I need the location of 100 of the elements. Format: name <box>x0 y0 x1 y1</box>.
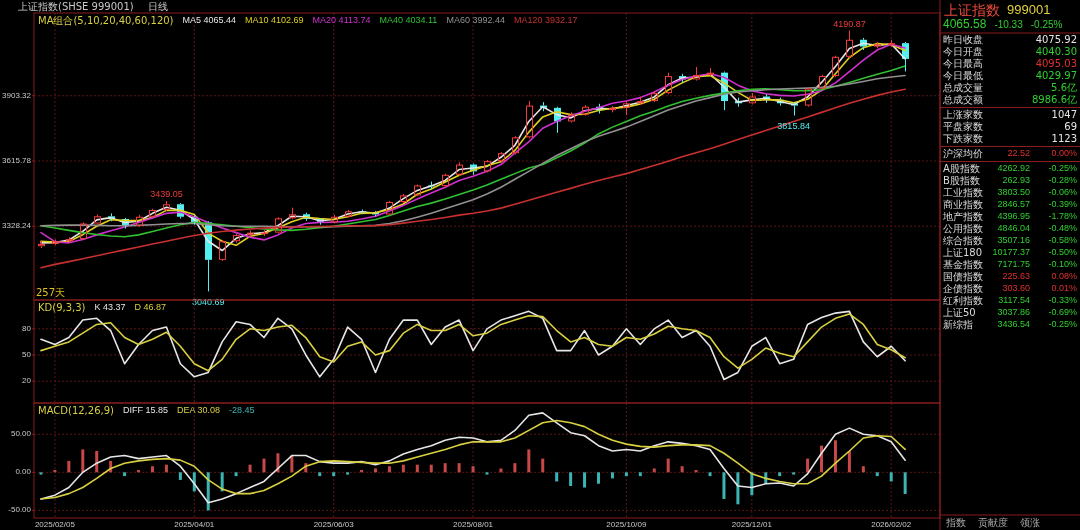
text: 4075.92 <box>1035 34 1077 45</box>
y-tick-label: 3328.24 <box>2 221 32 231</box>
text: MA60 3992.44 <box>446 15 505 26</box>
x-tick-label: 2025/02/05 <box>34 520 76 530</box>
text: 综合指数 <box>943 235 983 246</box>
text: 0.01% <box>1051 283 1077 294</box>
text: -0.33% <box>1048 295 1077 306</box>
text: MA5 4065.44 <box>182 15 237 26</box>
text: MA10 4102.69 <box>245 15 304 26</box>
text: -0.39% <box>1048 199 1077 210</box>
text: 上证指数 <box>944 2 1000 18</box>
text: 4065.58 <box>943 17 987 32</box>
text: 262.93 <box>1002 175 1030 186</box>
text: 总成交额 <box>943 94 983 105</box>
text: 平盘家数 <box>943 121 983 132</box>
text: 红利指数 <box>943 295 983 306</box>
text: 3037.86 <box>997 307 1030 318</box>
text: 4040.30 <box>1035 46 1077 57</box>
text: 8986.6亿 <box>1032 94 1077 105</box>
text: 10177.37 <box>992 247 1030 258</box>
text: 总成交量 <box>943 82 983 93</box>
text: 225.63 <box>1002 271 1030 282</box>
text: 7171.75 <box>997 259 1030 270</box>
text: 国债指数 <box>943 271 983 282</box>
text: -0.28% <box>1048 175 1077 186</box>
x-tick-label: 2025/06/03 <box>313 520 355 530</box>
text: 商业指数 <box>943 199 983 210</box>
text: 3117.54 <box>998 295 1030 306</box>
text: 公用指数 <box>943 223 983 234</box>
text: -0.10% <box>1048 259 1077 270</box>
text: 5.6亿 <box>1051 82 1077 93</box>
text: 4029.97 <box>1035 70 1077 81</box>
y-tick-label: 3615.78 <box>2 156 32 166</box>
text: 上证180 <box>943 247 983 258</box>
text: 4396.95 <box>997 211 1030 222</box>
text: D 46.87 <box>134 302 167 313</box>
annotation: 4190.87 <box>833 18 866 29</box>
legend-title: MACD(12,26,9) <box>38 405 115 416</box>
text: 基金指数 <box>943 259 983 270</box>
annotation: 3439.05 <box>150 189 183 200</box>
x-tick-label: 2025/04/01 <box>174 520 215 530</box>
text: 上证50 <box>943 307 976 318</box>
text: MA20 4113.74 <box>312 15 371 26</box>
text: 1123 <box>1051 133 1077 144</box>
text: 4846.04 <box>997 223 1030 234</box>
text: -0.25% <box>1048 319 1077 330</box>
text: 4095.03 <box>1035 58 1077 69</box>
x-tick-label: 2025/12/01 <box>731 520 773 530</box>
y-tick-label: 3903.32 <box>2 90 32 100</box>
text: 0.08% <box>1051 271 1077 282</box>
text: -10.33 <box>994 18 1024 30</box>
text: 3507.16 <box>997 235 1030 246</box>
y-tick-label: 80 <box>22 323 32 333</box>
y-tick-label: 20 <box>22 376 32 386</box>
y-tick-label: 50.00 <box>10 429 32 439</box>
x-tick-label: 2026/02/02 <box>871 520 912 530</box>
text: MA40 4034.11 <box>379 15 438 26</box>
text: -1.78% <box>1048 211 1077 222</box>
text: 69 <box>1064 121 1077 132</box>
text: 沪深均价 <box>943 148 983 159</box>
y-tick-label: 50 <box>22 350 32 360</box>
text: 今日最低 <box>943 70 983 81</box>
text: 2846.57 <box>997 199 1030 210</box>
x-tick-label: 2025/10/09 <box>606 520 647 530</box>
text: 昨日收盘 <box>943 34 983 45</box>
text: 企债指数 <box>943 283 983 294</box>
text: -0.25% <box>1030 18 1063 30</box>
text: 新综指 <box>943 319 973 330</box>
text: 指数 <box>945 517 966 528</box>
x-tick-label: 2025/08/01 <box>453 520 494 530</box>
text: -0.58% <box>1048 235 1077 246</box>
text: 今日开盘 <box>943 46 983 57</box>
text: 3803.50 <box>997 187 1030 198</box>
text: 4262.92 <box>997 163 1030 174</box>
series-label: K 43.37 <box>94 302 126 313</box>
annotation: 3815.84 <box>777 120 810 131</box>
text: DEA 30.08 <box>176 405 221 416</box>
text: -28.45 <box>229 405 255 416</box>
text: 工业指数 <box>943 187 983 198</box>
text: 303.60 <box>1002 283 1030 294</box>
text: 3436.54 <box>997 319 1030 330</box>
text: 地产指数 <box>943 211 983 222</box>
text: 999001 <box>1007 2 1051 18</box>
y-tick-label: -50.00 <box>8 505 32 515</box>
text: A股指数 <box>943 163 980 174</box>
text: 下跌家数 <box>943 133 983 144</box>
text: -0.06% <box>1048 187 1077 198</box>
chart-title: 上证指数(SHSE 999001) <box>18 0 134 12</box>
text: B股指数 <box>943 175 980 186</box>
y-tick-label: 0.00 <box>15 467 32 477</box>
text: 今日最高 <box>943 58 983 69</box>
text: MA120 3932.17 <box>513 15 578 26</box>
chart-subtitle: 日线 <box>147 0 168 12</box>
text: -0.69% <box>1048 307 1077 318</box>
text: -0.50% <box>1048 247 1077 258</box>
legend-title: KD(9,3,3) <box>38 302 86 313</box>
text: 0.00% <box>1051 148 1077 159</box>
text: -0.25% <box>1048 163 1077 174</box>
annotation: 3040.69 <box>191 296 225 307</box>
text: 贡献度 <box>978 517 1008 528</box>
